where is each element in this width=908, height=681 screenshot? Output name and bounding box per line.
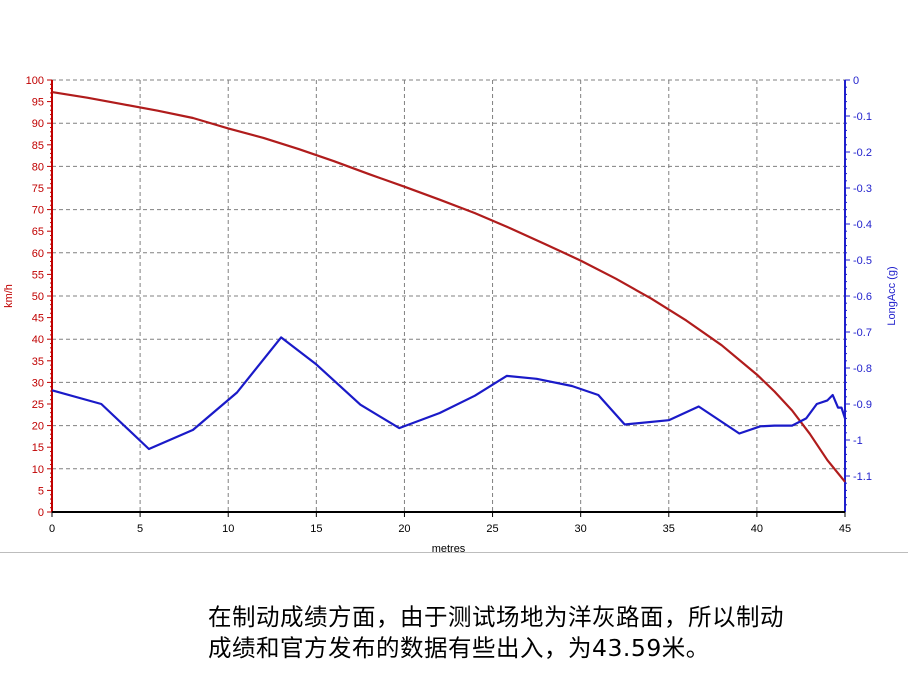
series-line-speed bbox=[51, 91, 846, 483]
caption-line-1: 在制动成绩方面，由于测试场地为洋灰路面，所以制动 bbox=[208, 603, 784, 631]
left-tick-label: 55 bbox=[32, 269, 44, 281]
x-tick-label: 30 bbox=[575, 523, 587, 535]
left-tick-label: 5 bbox=[38, 485, 44, 497]
left-axis: 0 5 10 15 20 25 30 35 40 45 50 55 60 65 70 75 80 85 90 95 10… bbox=[26, 75, 53, 519]
left-tick-label: 15 bbox=[32, 442, 44, 454]
left-tick-label: 10 bbox=[32, 464, 44, 476]
x-tick-label: 40 bbox=[751, 523, 763, 535]
right-tick-label: -0.5 bbox=[853, 255, 872, 267]
left-tick-label: 90 bbox=[32, 118, 44, 130]
x-tick-label: 20 bbox=[398, 523, 410, 535]
x-tick-label: 35 bbox=[663, 523, 675, 535]
left-tick-label: 65 bbox=[32, 226, 44, 238]
left-tick-label: 30 bbox=[32, 377, 44, 389]
grid bbox=[52, 79, 845, 512]
left-tick-label: 85 bbox=[32, 140, 44, 152]
right-tick-label: -0.9 bbox=[853, 399, 872, 411]
left-tick-label: 50 bbox=[32, 291, 44, 303]
right-tick-label: -0.2 bbox=[853, 147, 872, 159]
right-tick-label: -0.8 bbox=[853, 363, 872, 375]
caption-text: 在制动成绩方面，由于测试场地为洋灰路面，所以制动 成绩和官方发布的数据有些出入，… bbox=[208, 602, 898, 664]
left-tick-label: 100 bbox=[26, 75, 44, 87]
left-tick-label: 70 bbox=[32, 205, 44, 217]
left-tick-label: 35 bbox=[32, 356, 44, 368]
left-tick-label: 25 bbox=[32, 399, 44, 411]
right-tick-label: 0 bbox=[853, 75, 859, 87]
right-axis-title: LongAcc (g) bbox=[886, 266, 898, 325]
x-axis-title: metres bbox=[432, 543, 466, 555]
right-axis: 0 -0.1 -0.2 -0.3 -0.4 -0.5 -0.6 -0.7 -0.8 -0.9 -1 -… bbox=[844, 75, 872, 512]
right-tick-label: -1 bbox=[853, 435, 863, 447]
x-axis: 0 5 10 15 20 25 30 35 40 45 bbox=[49, 511, 851, 535]
right-tick-label: -0.1 bbox=[853, 111, 872, 123]
series-layer bbox=[51, 91, 847, 483]
left-tick-label: 0 bbox=[38, 507, 44, 519]
braking-chart: 0 5 10 15 20 25 30 35 40 45 50 55 60 65 70 75 80 85 90 95 10… bbox=[0, 75, 908, 555]
chart-svg: 0510152025303540455055606570758085909510… bbox=[3, 75, 898, 555]
divider-line bbox=[0, 552, 908, 553]
left-tick-label: 80 bbox=[32, 161, 44, 173]
x-tick-label: 5 bbox=[137, 523, 143, 535]
right-tick-label: -0.3 bbox=[853, 183, 872, 195]
right-tick-label: -0.4 bbox=[853, 219, 872, 231]
x-tick-label: 45 bbox=[839, 523, 851, 535]
left-axis-title: km/h bbox=[3, 284, 15, 308]
left-tick-label: 45 bbox=[32, 313, 44, 325]
left-tick-label: 75 bbox=[32, 183, 44, 195]
caption-line-2: 成绩和官方发布的数据有些出入，为43.59米。 bbox=[208, 634, 710, 662]
left-tick-label: 20 bbox=[32, 421, 44, 433]
right-tick-label: -0.7 bbox=[853, 327, 872, 339]
x-tick-label: 0 bbox=[49, 523, 55, 535]
left-tick-label: 40 bbox=[32, 334, 44, 346]
left-tick-label: 95 bbox=[32, 97, 44, 109]
x-tick-label: 10 bbox=[222, 523, 234, 535]
x-tick-label: 15 bbox=[310, 523, 322, 535]
right-tick-label: -1.1 bbox=[853, 471, 872, 483]
right-tick-label: -0.6 bbox=[853, 291, 872, 303]
left-tick-label: 60 bbox=[32, 248, 44, 260]
series-line-longacc bbox=[51, 336, 847, 451]
x-tick-label: 25 bbox=[486, 523, 498, 535]
